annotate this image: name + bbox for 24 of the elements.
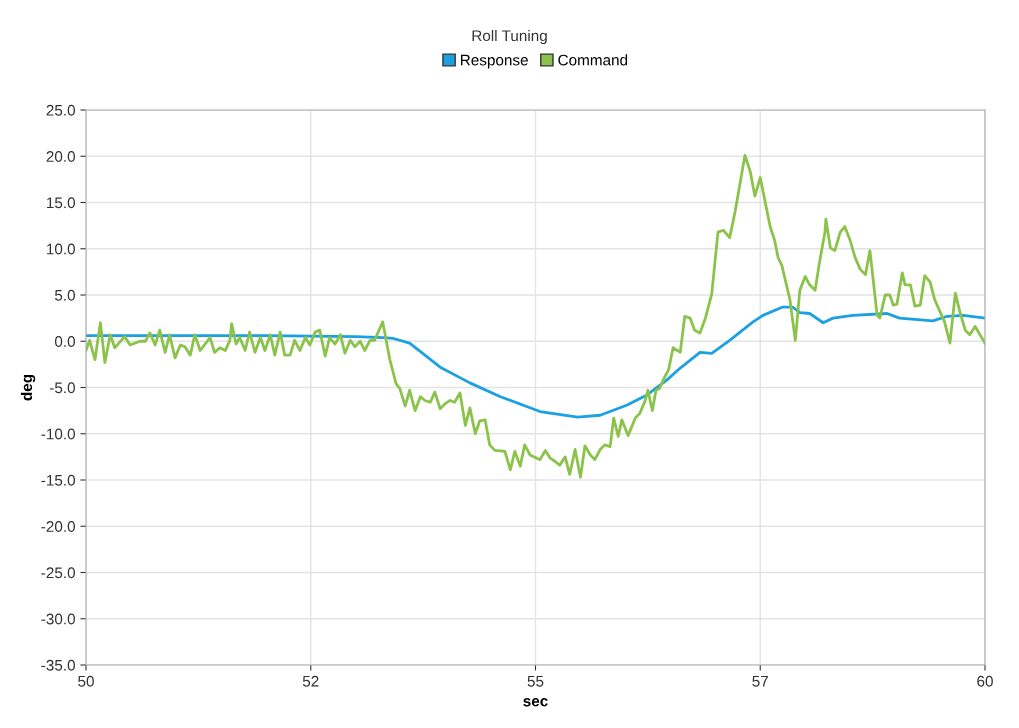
y-tick-label: 0.0: [54, 336, 75, 347]
y-tick-label: -10.0: [41, 428, 75, 440]
x-tick-label: 50: [78, 675, 94, 687]
x-axis-title: sec: [523, 698, 548, 707]
y-tick-label: 25.0: [46, 104, 75, 116]
y-tick-label: -35.0: [41, 659, 75, 671]
x-tick-label: 55: [527, 675, 544, 687]
y-tick-label: -5.0: [49, 382, 75, 394]
legend-label: Command: [558, 54, 628, 66]
y-tick-label: -25.0: [41, 567, 75, 579]
y-tick-label: 10.0: [47, 243, 75, 255]
x-tick-label: 57: [752, 675, 768, 687]
y-tick-label: 15.0: [47, 197, 75, 209]
y-axis-title: deg: [20, 374, 36, 401]
y-tick-label: -30.0: [41, 613, 75, 625]
y-tick-label: -15.0: [41, 474, 75, 486]
y-tick-label: 20.0: [46, 151, 75, 162]
line-series: [86, 153, 985, 479]
legend-label: Response: [461, 54, 528, 69]
x-tick-label: 60: [977, 675, 993, 687]
chart-title: Roll Tuning: [472, 29, 547, 45]
y-tick-label: 5.0: [54, 289, 75, 301]
y-tick-label: -20.0: [41, 521, 75, 532]
x-tick-label: 52: [302, 675, 319, 687]
